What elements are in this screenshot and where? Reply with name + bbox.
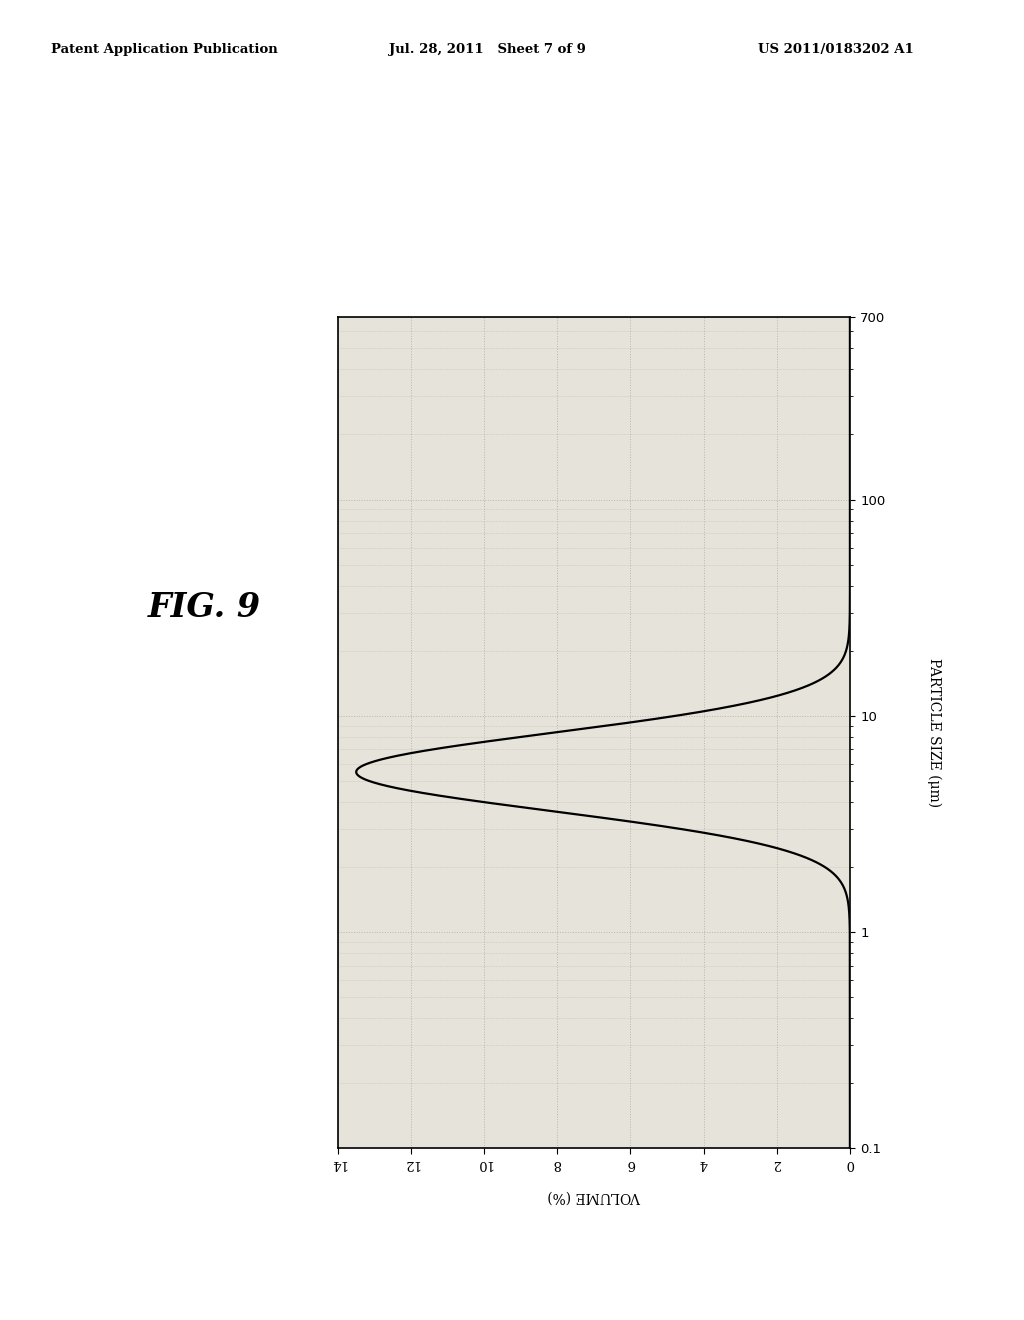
Y-axis label: PARTICLE SIZE (μm): PARTICLE SIZE (μm) [927, 659, 941, 807]
Text: Patent Application Publication: Patent Application Publication [51, 44, 278, 55]
Text: US 2011/0183202 A1: US 2011/0183202 A1 [758, 44, 913, 55]
Text: Jul. 28, 2011   Sheet 7 of 9: Jul. 28, 2011 Sheet 7 of 9 [389, 44, 586, 55]
X-axis label: VOLUME (%): VOLUME (%) [547, 1189, 641, 1203]
Text: FIG. 9: FIG. 9 [148, 590, 261, 623]
